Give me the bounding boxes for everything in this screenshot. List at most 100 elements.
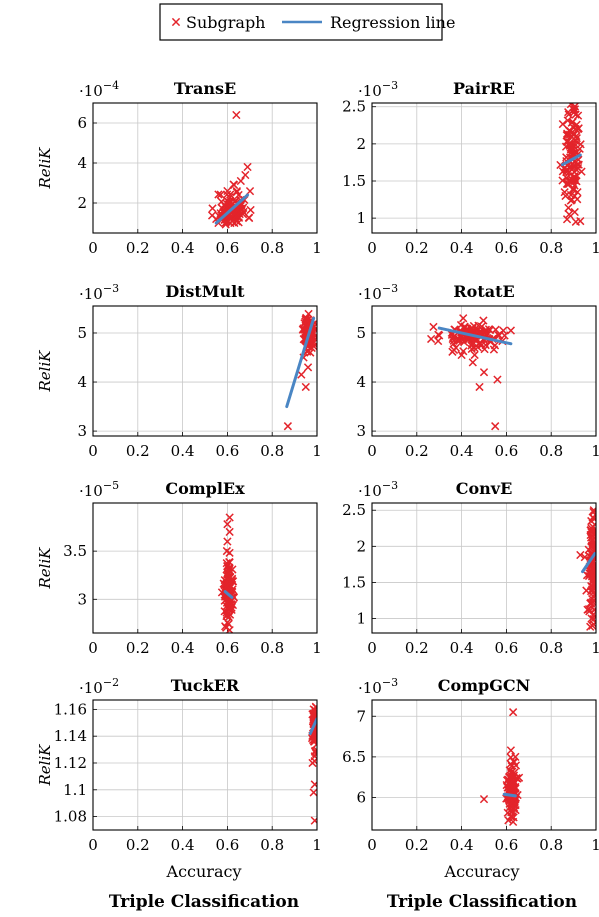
data-point <box>283 422 293 431</box>
regression-line <box>308 717 317 736</box>
grid <box>92 700 318 830</box>
grid <box>371 103 597 233</box>
axes-frame <box>92 305 318 437</box>
data-point <box>214 190 223 199</box>
data-point <box>506 746 516 755</box>
data-point <box>569 103 577 104</box>
y-tick-label: 1.12 <box>54 754 87 772</box>
x-tick-label: 0.8 <box>260 239 284 257</box>
data-point <box>586 530 595 540</box>
regression-line <box>502 792 517 798</box>
panel-pairre: 0 0.2 0.4 0.6 0.8 1 1 1.5 2 2.5·10−3 PairRE <box>342 79 599 257</box>
data-point <box>560 188 569 197</box>
scale-exponent: ·10−2 <box>79 676 119 697</box>
data-point <box>571 176 580 185</box>
data-point <box>304 309 313 319</box>
panel-grid: 0 0.2 0.4 0.6 0.8 1 2 4 6 ·10−4 TransE ReliK 0 0.2 0.4… <box>36 79 599 854</box>
x-tick-label: 1 <box>312 639 322 657</box>
x-tick-label: 0.6 <box>215 239 239 257</box>
panel-title: TuckER <box>171 676 240 695</box>
regression-line <box>285 316 316 409</box>
x-tick-label: 0 <box>88 836 98 854</box>
data-point <box>223 520 232 529</box>
data-point <box>587 614 596 623</box>
data-point <box>470 350 479 360</box>
data-point <box>577 167 586 176</box>
y-tick-label: 1.08 <box>54 808 87 826</box>
data-point <box>564 210 574 219</box>
data-point <box>303 363 313 372</box>
scatter-points <box>576 506 596 631</box>
data-point <box>308 758 317 768</box>
x-tick-label: 0.4 <box>450 239 474 257</box>
x-tick-label: 0.2 <box>405 442 429 460</box>
data-point <box>306 348 315 357</box>
data-point <box>558 119 567 129</box>
y-tick-label: 2 <box>356 135 366 153</box>
panel-title: DistMult <box>165 282 245 301</box>
data-point <box>584 571 594 581</box>
x-tick-label: 0.6 <box>215 836 239 854</box>
legend-regression-label: Regression line <box>330 13 455 32</box>
data-point <box>310 752 317 761</box>
data-point <box>246 205 255 215</box>
x-tick-label: 0.4 <box>450 442 474 460</box>
data-point <box>451 343 461 352</box>
data-point <box>588 535 596 544</box>
x-tick-label: 0.4 <box>450 836 474 854</box>
data-point <box>508 708 518 717</box>
data-point <box>507 761 516 771</box>
data-point <box>562 131 571 140</box>
x-tick-label: 0.4 <box>450 639 474 657</box>
data-point <box>457 350 466 360</box>
x-tick-label: 1 <box>591 239 599 257</box>
x-tick-label: 0.4 <box>171 836 195 854</box>
data-point <box>558 167 567 176</box>
y-tick-label: 3 <box>77 422 87 440</box>
data-point <box>580 553 589 562</box>
x-tick-label: 0.2 <box>126 639 150 657</box>
data-point <box>463 324 472 333</box>
data-point <box>231 208 240 217</box>
data-point <box>311 702 317 711</box>
x-tick-label: 0.4 <box>171 442 195 460</box>
y-tick-label: 1.5 <box>342 172 366 190</box>
y-tick-label: 1 <box>356 610 366 628</box>
data-point <box>300 325 309 334</box>
data-point <box>489 345 499 354</box>
y-tick-label: 2 <box>77 194 87 212</box>
x-tick-label: 0.8 <box>260 836 284 854</box>
x-tick-label: 0.2 <box>405 639 429 657</box>
data-point <box>504 780 514 789</box>
panel-rotate: 0 0.2 0.4 0.6 0.8 1 3 4 5 ·10−3 RotatE <box>356 282 599 460</box>
scale-exponent: ·10−3 <box>358 676 398 697</box>
x-tick-label: 0.6 <box>215 639 239 657</box>
grid <box>92 503 318 633</box>
x-tick-label: 0 <box>88 442 98 460</box>
data-point <box>241 170 250 180</box>
y-tick-label: 5 <box>356 324 366 342</box>
y-tick-label: 6 <box>356 789 366 807</box>
scatter-points <box>217 513 239 633</box>
data-point <box>569 105 578 114</box>
x-tick-label: 0.8 <box>260 639 284 657</box>
x-tick-label: 0.8 <box>260 442 284 460</box>
data-point <box>576 216 585 226</box>
data-point <box>301 382 310 392</box>
data-point <box>468 358 477 367</box>
data-point <box>459 333 468 343</box>
x-tick-label: 0 <box>367 836 377 854</box>
data-point <box>308 710 317 719</box>
data-point <box>224 603 233 612</box>
data-point <box>569 108 578 117</box>
data-point <box>221 218 230 227</box>
grid <box>92 306 318 436</box>
data-point <box>565 140 574 149</box>
x-axis-label-right: Accuracy <box>444 862 520 881</box>
data-point <box>225 610 235 619</box>
panel-title: TransE <box>174 79 236 98</box>
data-point <box>225 513 234 522</box>
data-point <box>244 213 254 223</box>
axes-frame <box>371 699 597 831</box>
x-tick-label: 0.2 <box>405 239 429 257</box>
